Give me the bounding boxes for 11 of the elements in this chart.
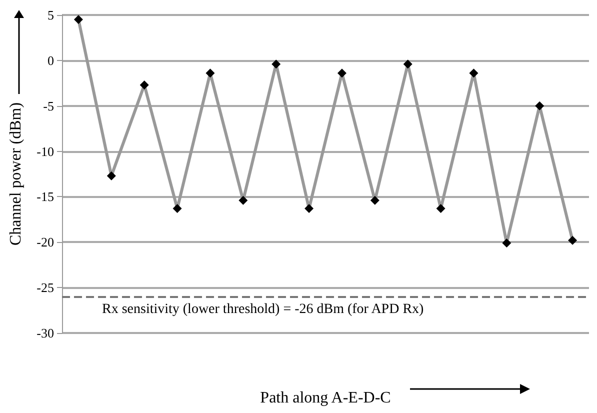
y-tick-label: 5	[48, 8, 54, 22]
y-tick-label: -10	[36, 144, 54, 159]
ref-line-label: Rx sensitivity (lower threshold) = -26 dBm (for APD Rx)	[102, 302, 424, 318]
y-tick-label: -5	[43, 98, 54, 114]
y-tick-label: -25	[36, 280, 54, 296]
y-tick-label: -30	[36, 326, 54, 340]
y-tick-label: -15	[36, 189, 54, 204]
y-tick-label: 0	[48, 52, 54, 68]
y-axis-title: Channel power (dBm)	[8, 102, 24, 246]
x-axis-title: Path along A-E-D-C	[260, 390, 391, 406]
y-tick-label: -20	[36, 234, 54, 250]
